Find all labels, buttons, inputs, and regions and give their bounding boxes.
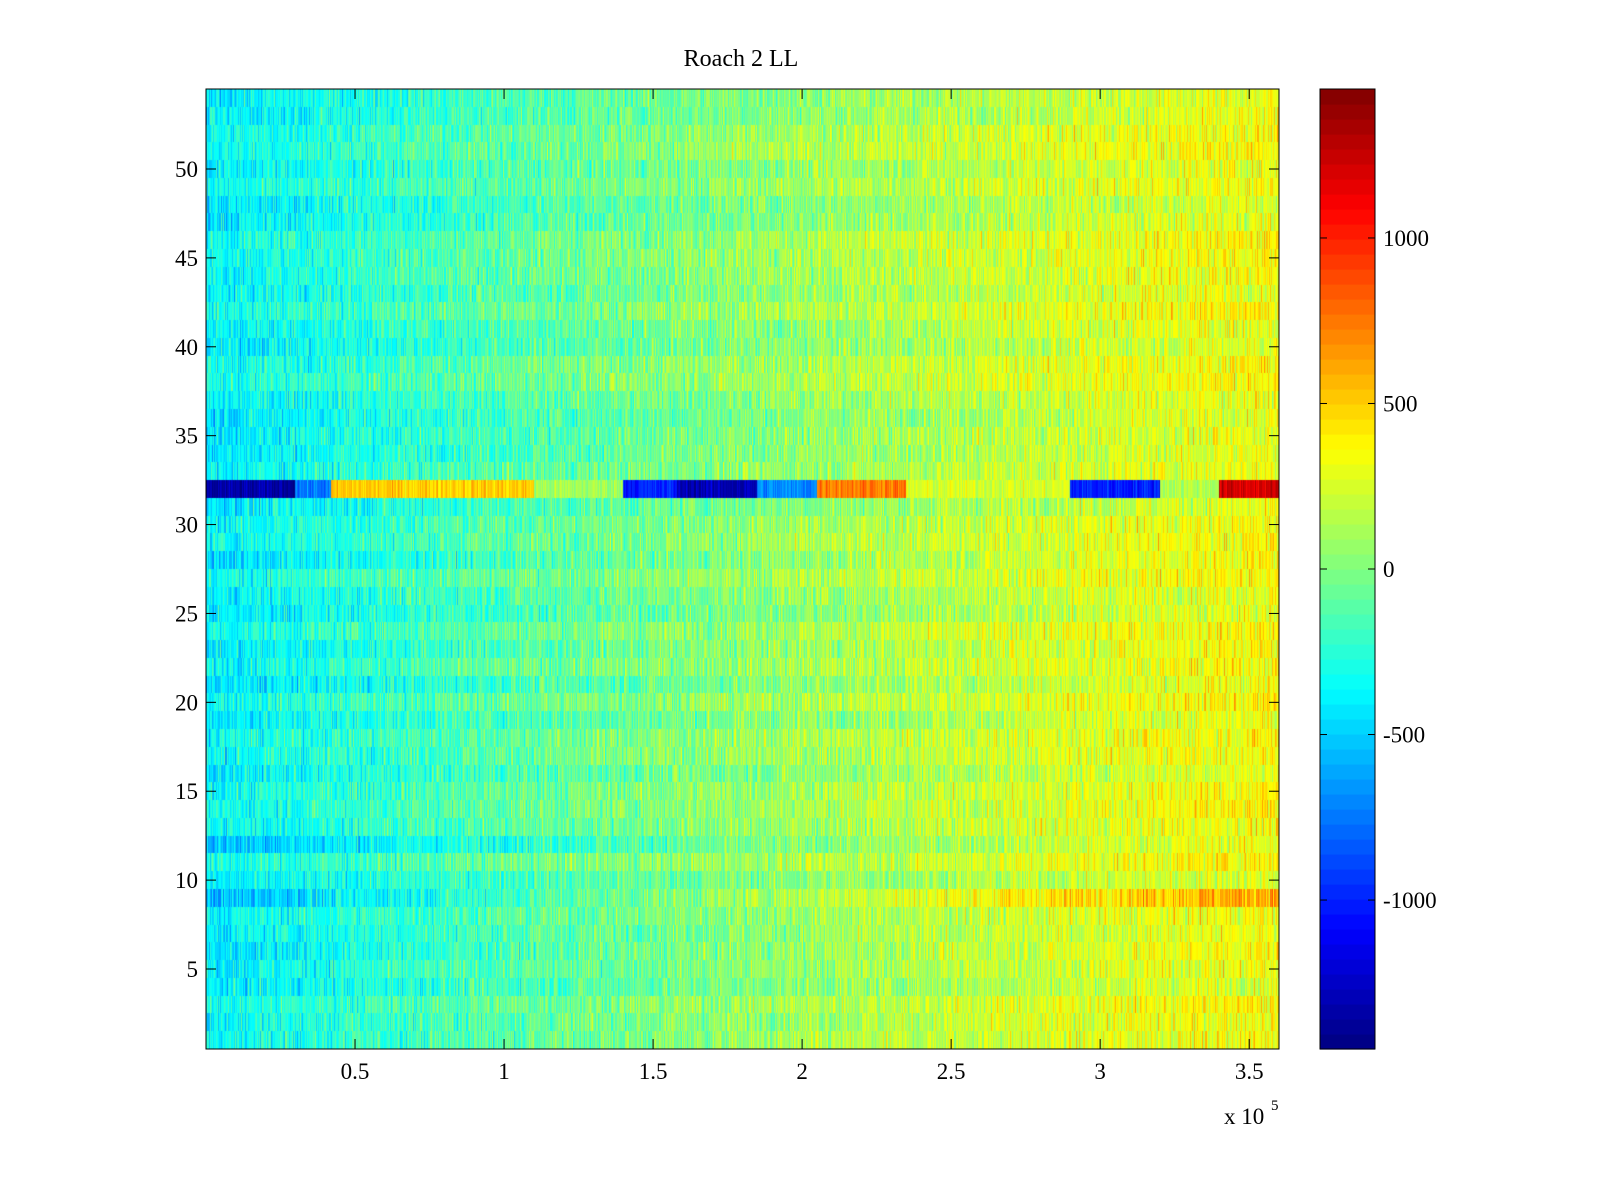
colorbar-swatch <box>1320 854 1375 870</box>
colorbar-swatch <box>1320 179 1375 195</box>
colorbar-swatch <box>1320 989 1375 1005</box>
colorbar-swatch <box>1320 644 1375 660</box>
colorbar-swatch <box>1320 629 1375 645</box>
colorbar-swatch <box>1320 509 1375 525</box>
colorbar-swatch <box>1320 89 1375 105</box>
colorbar-swatch <box>1320 659 1375 675</box>
colorbar-tick-label: 500 <box>1383 391 1418 416</box>
colorbar-swatch <box>1320 224 1375 240</box>
colorbar-swatch <box>1320 764 1375 780</box>
y-tick-label: 10 <box>175 868 198 893</box>
colorbar-swatch <box>1320 254 1375 270</box>
x-tick-label: 3.5 <box>1235 1059 1264 1084</box>
colorbar-swatch <box>1320 1004 1375 1020</box>
x-tick-label: 2.5 <box>937 1059 966 1084</box>
y-tick-label: 50 <box>175 157 198 182</box>
colorbar-swatch <box>1320 524 1375 540</box>
colorbar-swatch <box>1320 614 1375 630</box>
colorbar-swatch <box>1320 749 1375 765</box>
colorbar-swatch <box>1320 674 1375 690</box>
colorbar-swatch <box>1320 284 1375 300</box>
heatmap-image <box>206 89 1279 1049</box>
colorbar-tick-label: 0 <box>1383 557 1395 582</box>
colorbar-swatch <box>1320 269 1375 285</box>
x-multiplier-label: x 10 <box>1224 1104 1264 1129</box>
colorbar-swatch <box>1320 824 1375 840</box>
colorbar-swatch <box>1320 959 1375 975</box>
colorbar-swatch <box>1320 134 1375 150</box>
x-axis: 0.5 1 1.5 2 2.5 3 3.5 <box>341 89 1264 1084</box>
colorbar-swatch <box>1320 119 1375 135</box>
colorbar-swatch <box>1320 329 1375 345</box>
colorbar-swatch <box>1320 884 1375 900</box>
x-multiplier: x 10 5 <box>1224 1098 1279 1129</box>
colorbar-swatch <box>1320 209 1375 225</box>
colorbar-swatch <box>1320 494 1375 510</box>
colorbar-swatch <box>1320 389 1375 405</box>
x-tick-label: 1.5 <box>639 1059 668 1084</box>
colorbar-swatch <box>1320 239 1375 255</box>
colorbar-swatch <box>1320 794 1375 810</box>
colorbar-swatch <box>1320 104 1375 120</box>
x-tick-label: 1 <box>498 1059 510 1084</box>
colorbar-tick-label: 1000 <box>1383 226 1429 251</box>
colorbar-swatch <box>1320 779 1375 795</box>
colorbar-swatch <box>1320 149 1375 165</box>
y-tick-label: 40 <box>175 335 198 360</box>
colorbar-swatch <box>1320 1019 1375 1035</box>
colorbar-swatch <box>1320 374 1375 390</box>
colorbar-swatch <box>1320 419 1375 435</box>
x-tick-label: 3 <box>1094 1059 1106 1084</box>
colorbar <box>1320 89 1375 1050</box>
colorbar-swatch <box>1320 344 1375 360</box>
colorbar-swatch <box>1320 929 1375 945</box>
y-tick-label: 20 <box>175 690 198 715</box>
chart-title: Roach 2 LL <box>684 46 799 72</box>
y-tick-label: 15 <box>175 779 198 804</box>
x-multiplier-exponent: 5 <box>1271 1098 1279 1114</box>
plot-frame <box>205 88 1280 1050</box>
colorbar-tick-label: -1000 <box>1383 888 1437 913</box>
colorbar-swatch <box>1320 449 1375 465</box>
y-tick-label: 25 <box>175 601 198 626</box>
colorbar-tick-label: -500 <box>1383 723 1425 748</box>
colorbar-swatch <box>1320 704 1375 720</box>
y-axis: 5 10 15 20 25 30 35 40 45 50 <box>175 157 1279 982</box>
x-tick-label: 0.5 <box>341 1059 370 1084</box>
y-tick-label: 30 <box>175 513 198 538</box>
colorbar-swatch <box>1320 404 1375 420</box>
colorbar-swatch <box>1320 539 1375 555</box>
colorbar-swatch <box>1320 689 1375 705</box>
y-tick-label: 45 <box>175 246 198 271</box>
x-tick-label: 2 <box>796 1059 808 1084</box>
colorbar-swatch <box>1320 569 1375 585</box>
colorbar-swatch <box>1320 899 1375 915</box>
colorbar-swatch <box>1320 359 1375 375</box>
colorbar-swatch <box>1320 734 1375 750</box>
y-tick-label: 5 <box>187 957 199 982</box>
colorbar-swatch <box>1320 809 1375 825</box>
colorbar-swatch <box>1320 164 1375 180</box>
colorbar-swatch <box>1320 479 1375 495</box>
heatmap <box>206 89 1279 1049</box>
colorbar-swatch <box>1320 194 1375 210</box>
colorbar-swatch <box>1320 584 1375 600</box>
colorbar-axis: -1000 -500 0 500 1000 <box>1320 226 1437 913</box>
colorbar-swatch <box>1320 1034 1375 1050</box>
colorbar-swatch <box>1320 914 1375 930</box>
colorbar-swatch <box>1320 599 1375 615</box>
colorbar-swatch <box>1320 434 1375 450</box>
colorbar-swatch <box>1320 554 1375 570</box>
y-tick-label: 35 <box>175 424 198 449</box>
colorbar-swatch <box>1320 839 1375 855</box>
colorbar-swatch <box>1320 944 1375 960</box>
colorbar-swatch <box>1320 299 1375 315</box>
colorbar-swatch <box>1320 974 1375 990</box>
colorbar-swatch <box>1320 869 1375 885</box>
colorbar-swatch <box>1320 719 1375 735</box>
colorbar-swatch <box>1320 464 1375 480</box>
colorbar-swatch <box>1320 314 1375 330</box>
